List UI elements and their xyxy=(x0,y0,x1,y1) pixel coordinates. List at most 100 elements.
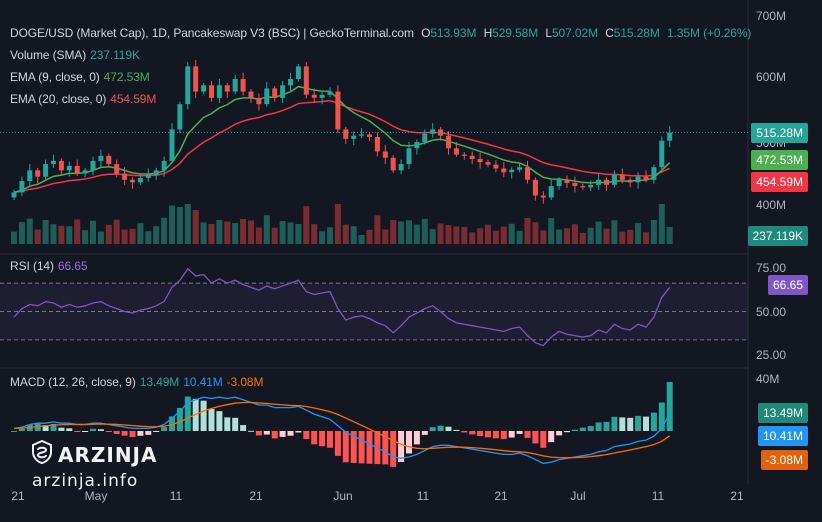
volume-bar xyxy=(406,220,412,244)
macd-histogram-bar xyxy=(311,431,318,445)
volume-bar xyxy=(413,224,420,244)
open-key: O xyxy=(421,26,431,40)
macd-histogram-bar xyxy=(390,431,397,467)
candle-body xyxy=(414,142,420,149)
macd-histogram-bar xyxy=(453,429,460,431)
candle-body xyxy=(185,66,191,105)
signal-line xyxy=(13,401,671,459)
volume-bar xyxy=(232,223,239,244)
volume-bar xyxy=(74,219,81,244)
price-badge: 515.28M xyxy=(751,123,808,143)
volume-bar xyxy=(184,204,191,244)
macd-histogram-bar xyxy=(319,431,326,447)
volume-bar xyxy=(421,218,428,244)
volume-bar xyxy=(303,206,310,244)
macd-histogram-bar xyxy=(121,431,128,436)
macd-histogram-bar xyxy=(666,381,673,431)
candle-body xyxy=(240,79,246,92)
macd-histogram-bar xyxy=(74,431,81,432)
macd-histogram-bar xyxy=(477,431,484,437)
volume-bar xyxy=(453,226,460,244)
macd-histogram-bar xyxy=(445,426,452,431)
macd-histogram-bar xyxy=(145,431,152,435)
candle-body xyxy=(374,136,380,152)
volume-bar xyxy=(437,223,444,244)
volume-badge: 237.119K xyxy=(747,226,808,246)
volume-bar xyxy=(42,220,49,244)
macd-histogram-bar xyxy=(635,415,642,431)
volume-value: 237.119K xyxy=(90,48,140,62)
candle-body xyxy=(382,151,388,158)
volume-bar xyxy=(208,224,215,244)
candle-body xyxy=(130,179,135,183)
macd-histogram-bar xyxy=(532,431,539,444)
volume-bar xyxy=(666,226,673,244)
volume-bar xyxy=(105,224,112,244)
macd-histogram-bar xyxy=(437,425,444,431)
macd-histogram-bar xyxy=(421,431,428,435)
hist-badge: -3.08M xyxy=(760,450,808,470)
candle-body xyxy=(193,66,199,92)
candle-body xyxy=(27,170,33,182)
candle-body xyxy=(517,167,523,170)
watermark-brand: ARZINJA xyxy=(32,439,157,469)
rsi-axis-50: 50.00 xyxy=(756,305,787,319)
x-label: Jul xyxy=(570,489,586,503)
volume-bar xyxy=(263,215,270,244)
hist-value: -3.08M xyxy=(226,375,264,389)
candle-body xyxy=(11,192,17,198)
rsi-label: RSI (14) xyxy=(10,259,54,273)
candle-body xyxy=(209,85,214,98)
volume-bar xyxy=(516,230,523,244)
volume-bar xyxy=(390,220,397,244)
macd-histogram-bar xyxy=(224,417,231,431)
candle-body xyxy=(106,155,112,165)
volume-bar xyxy=(97,231,104,244)
price-axis-600: 600M xyxy=(756,70,787,84)
candle-body xyxy=(74,165,80,174)
volume-bar xyxy=(169,205,175,244)
candle-body xyxy=(430,129,436,134)
macd-histogram-bar xyxy=(263,431,270,435)
candle-body xyxy=(280,85,286,98)
macd-histogram-bar xyxy=(556,431,563,436)
candle-body xyxy=(493,164,499,169)
x-label: 11 xyxy=(169,489,183,503)
candle-body xyxy=(82,170,88,174)
macd-histogram-bar xyxy=(279,431,286,437)
volume-bar xyxy=(469,232,476,244)
macd-histogram-bar xyxy=(564,431,570,433)
macd-histogram-bar xyxy=(34,423,41,431)
volume-bar xyxy=(137,223,144,244)
candle-body xyxy=(659,140,665,168)
volume-bar xyxy=(121,229,128,244)
macd-histogram-bar xyxy=(485,431,491,438)
candle-body xyxy=(114,164,120,174)
price-axis-700: 700M xyxy=(756,9,787,23)
rsi-value: 66.65 xyxy=(57,259,88,273)
volume-bar xyxy=(635,223,642,244)
volume-bar xyxy=(90,220,96,244)
macd-histogram-bar xyxy=(469,431,476,435)
macd-histogram-bar xyxy=(176,407,183,431)
macd-histogram-bar xyxy=(579,427,586,431)
price-axis-400: 400M xyxy=(756,198,787,212)
volume-bar xyxy=(319,231,326,244)
candle-body xyxy=(643,176,649,180)
volume-bar xyxy=(216,220,223,244)
volume-bar xyxy=(595,221,602,244)
volume-bar xyxy=(287,222,294,244)
x-label: 11 xyxy=(651,489,665,503)
volume-bar xyxy=(358,234,365,244)
macd-histogram-bar xyxy=(137,431,144,436)
volume-bar xyxy=(240,219,247,244)
volume-bar xyxy=(192,210,199,244)
candle-body xyxy=(406,148,412,165)
candle-body xyxy=(224,85,230,92)
ema20-label: EMA (20, close, 0) xyxy=(10,92,107,106)
candle-body xyxy=(66,165,72,171)
macd-histogram-bar xyxy=(295,431,302,433)
candle-body xyxy=(343,129,349,139)
macd-histogram-bar xyxy=(500,431,507,440)
